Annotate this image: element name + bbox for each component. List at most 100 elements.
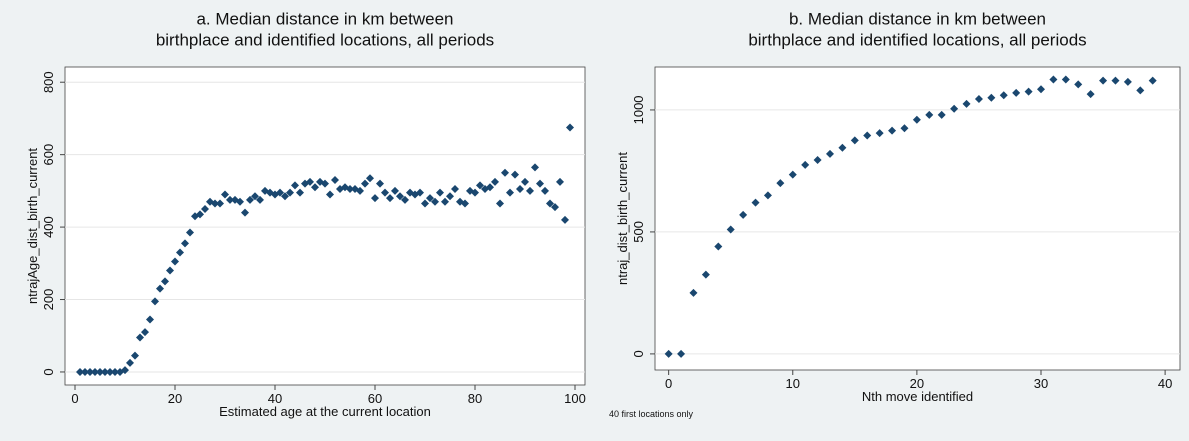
y-tick-label: 800 xyxy=(41,71,56,93)
point xyxy=(426,194,434,203)
y-tick-label: 500 xyxy=(631,221,646,243)
point xyxy=(356,186,364,195)
point xyxy=(186,228,194,237)
point xyxy=(131,351,139,360)
point xyxy=(664,349,673,358)
point xyxy=(176,248,184,257)
point xyxy=(551,203,559,212)
point xyxy=(1111,76,1120,85)
point xyxy=(546,199,554,208)
point xyxy=(526,186,534,195)
point xyxy=(1099,76,1108,85)
point xyxy=(925,110,934,119)
point xyxy=(401,195,409,204)
x-axis-label: Nth move identified xyxy=(862,389,973,404)
point xyxy=(126,358,134,367)
point xyxy=(701,270,710,279)
point xyxy=(888,126,897,135)
panel: a. Median distance in km between birthpla… xyxy=(8,6,592,430)
point xyxy=(476,181,484,190)
point xyxy=(850,136,859,145)
point xyxy=(1148,76,1157,85)
y-tick-label: 200 xyxy=(41,289,56,311)
point xyxy=(521,177,529,186)
point xyxy=(962,99,971,108)
point xyxy=(441,197,449,206)
x-tick-label: 0 xyxy=(665,376,672,391)
point xyxy=(286,188,294,197)
point xyxy=(196,210,204,219)
point xyxy=(556,177,564,186)
point xyxy=(386,194,394,203)
point xyxy=(801,160,810,169)
point xyxy=(974,94,983,103)
point xyxy=(221,190,229,199)
point xyxy=(511,170,519,179)
point xyxy=(987,93,996,102)
point xyxy=(788,170,797,179)
plot-area xyxy=(64,66,586,386)
point xyxy=(416,188,424,197)
point xyxy=(496,199,504,208)
point xyxy=(371,194,379,203)
x-tick-label: 40 xyxy=(268,391,282,406)
point xyxy=(531,163,539,172)
y-tick-label: 600 xyxy=(41,144,56,166)
point xyxy=(1061,75,1070,84)
point xyxy=(211,199,219,208)
point xyxy=(381,188,389,197)
point xyxy=(391,186,399,195)
y-tick-label: 0 xyxy=(41,368,56,375)
point xyxy=(216,199,224,208)
point xyxy=(1012,88,1021,97)
x-tick-label: 60 xyxy=(368,391,382,406)
point xyxy=(875,129,884,138)
point xyxy=(541,186,549,195)
point xyxy=(1036,85,1045,94)
point xyxy=(689,288,698,297)
point xyxy=(516,185,524,194)
point xyxy=(1123,77,1132,86)
point xyxy=(451,185,459,194)
point xyxy=(436,188,444,197)
point xyxy=(999,91,1008,100)
point xyxy=(101,367,109,376)
point xyxy=(751,198,760,207)
point xyxy=(226,195,234,204)
point xyxy=(76,367,84,376)
point xyxy=(96,367,104,376)
point xyxy=(241,208,249,217)
point xyxy=(136,333,144,342)
y-axis-label: ntrajAge_dist_birth_current xyxy=(25,148,40,304)
point xyxy=(396,192,404,201)
point xyxy=(1074,80,1083,89)
point xyxy=(156,284,164,293)
point xyxy=(276,188,284,197)
point xyxy=(950,104,959,113)
point xyxy=(296,188,304,197)
point xyxy=(726,225,735,234)
x-tick-label: 100 xyxy=(564,391,586,406)
point xyxy=(251,192,259,201)
point xyxy=(431,197,439,206)
point xyxy=(739,210,748,219)
y-tick-label: 400 xyxy=(41,216,56,238)
point xyxy=(471,188,479,197)
point xyxy=(361,179,369,188)
point xyxy=(446,192,454,201)
x-tick-label: 20 xyxy=(168,391,182,406)
point xyxy=(326,190,334,199)
point xyxy=(141,328,149,337)
chart-title: birthplace and identified locations, all… xyxy=(156,30,494,49)
y-axis-label: ntraj_dist_birth_current xyxy=(615,152,630,285)
point xyxy=(566,123,574,132)
point xyxy=(937,110,946,119)
point xyxy=(181,239,189,248)
point xyxy=(111,367,119,376)
point xyxy=(91,367,99,376)
point xyxy=(121,366,129,375)
point xyxy=(1136,86,1145,95)
point xyxy=(81,367,89,376)
point xyxy=(171,257,179,266)
point xyxy=(863,131,872,140)
